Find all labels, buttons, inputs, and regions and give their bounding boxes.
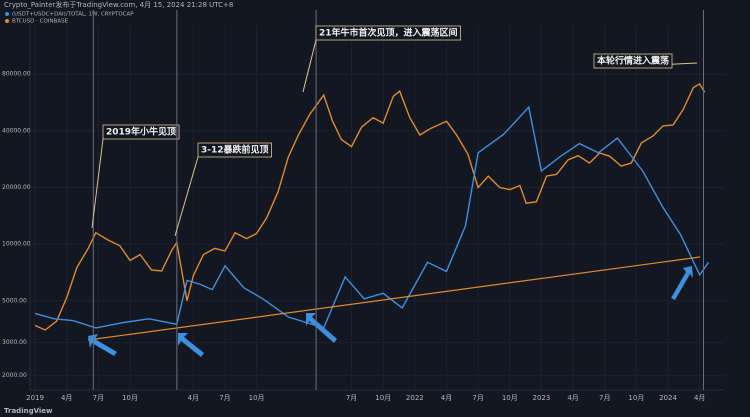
annotation-box (102, 124, 180, 140)
x-tick-label: 10月 (502, 394, 518, 402)
plot (34, 82, 710, 331)
x-tick-label: 2024 (659, 394, 677, 402)
x-tick-label: 10月 (122, 394, 138, 402)
annotation-text: 3-12暴跌前见顶 (201, 144, 269, 156)
legend-label: (USDT+USDC+DAI)/TOTAL, 1W, CRYPTOCAP (12, 12, 134, 18)
arrow (178, 333, 204, 357)
trend-line (87, 256, 701, 341)
arrow (88, 334, 117, 356)
x-tick-label: 2019 (26, 394, 44, 402)
legend-swatch (5, 19, 9, 23)
annotation-text: 本轮行情进入震荡 (597, 55, 669, 67)
arrow (306, 313, 337, 343)
annotation-text: 2019年小牛见顶 (106, 126, 176, 138)
footer: TradingView (4, 407, 53, 415)
callout-line (91, 138, 104, 229)
y-tick-label: 3000.00 (2, 339, 27, 346)
x-tick-label: 7月 (472, 394, 483, 402)
x-tick-label: 7月 (346, 394, 357, 402)
annotation-box (315, 25, 461, 41)
y-tick-label: 80000.00 (2, 71, 31, 78)
annotations: 2019年小牛见顶 3-12暴跌前见顶 21年牛市首次见顶，进入震荡区间本轮行情进入… (91, 10, 704, 390)
legend-swatch (5, 12, 9, 16)
y-tick-label: 20000.00 (2, 184, 31, 191)
x-tick-label: 10月 (249, 394, 265, 402)
x-tick-label: 2022 (406, 394, 424, 402)
x-tick-label: 7月 (219, 394, 230, 402)
x-tick-label: 4月 (61, 394, 72, 402)
x-tick-label: 2023 (533, 394, 551, 402)
x-tick-label: 4月 (567, 394, 578, 402)
x-tick-label: 4月 (188, 394, 199, 402)
y-tick-label: 2000.00 (2, 372, 27, 379)
grid: 2000.00 3000.00 5000.00 10000.00 20000.00 400… (2, 25, 725, 402)
y-tick-label: 40000.00 (2, 127, 31, 134)
arrow (671, 266, 693, 300)
annotation-text: 21年牛市首次见顶，进入震荡区间 (319, 27, 458, 39)
series-line (34, 105, 710, 329)
chart-title: Crypto_Painter发布于TradingView.com, 4月 15,… (4, 0, 233, 9)
annotation-box (197, 142, 272, 158)
callout-line (174, 156, 199, 237)
x-tick-label: 10月 (375, 394, 391, 402)
x-tick-label: 4月 (694, 394, 705, 402)
x-tick-label: 4月 (441, 394, 452, 402)
series-line (34, 82, 706, 331)
arrows (88, 266, 693, 357)
y-tick-label: 5000.00 (2, 297, 27, 304)
x-tick-label: 10月 (628, 394, 644, 402)
annotation-box (593, 53, 673, 69)
y-tick-label: 10000.00 (2, 241, 31, 248)
legend: BTCUSD · COINBASE(USDT+USDC+DAI)/TOTAL, … (5, 12, 134, 25)
x-tick-label: 7月 (93, 394, 104, 402)
legend-label: BTCUSD · COINBASE (12, 19, 69, 25)
x-tick-label: 7月 (599, 394, 610, 402)
callout-line (302, 39, 317, 93)
